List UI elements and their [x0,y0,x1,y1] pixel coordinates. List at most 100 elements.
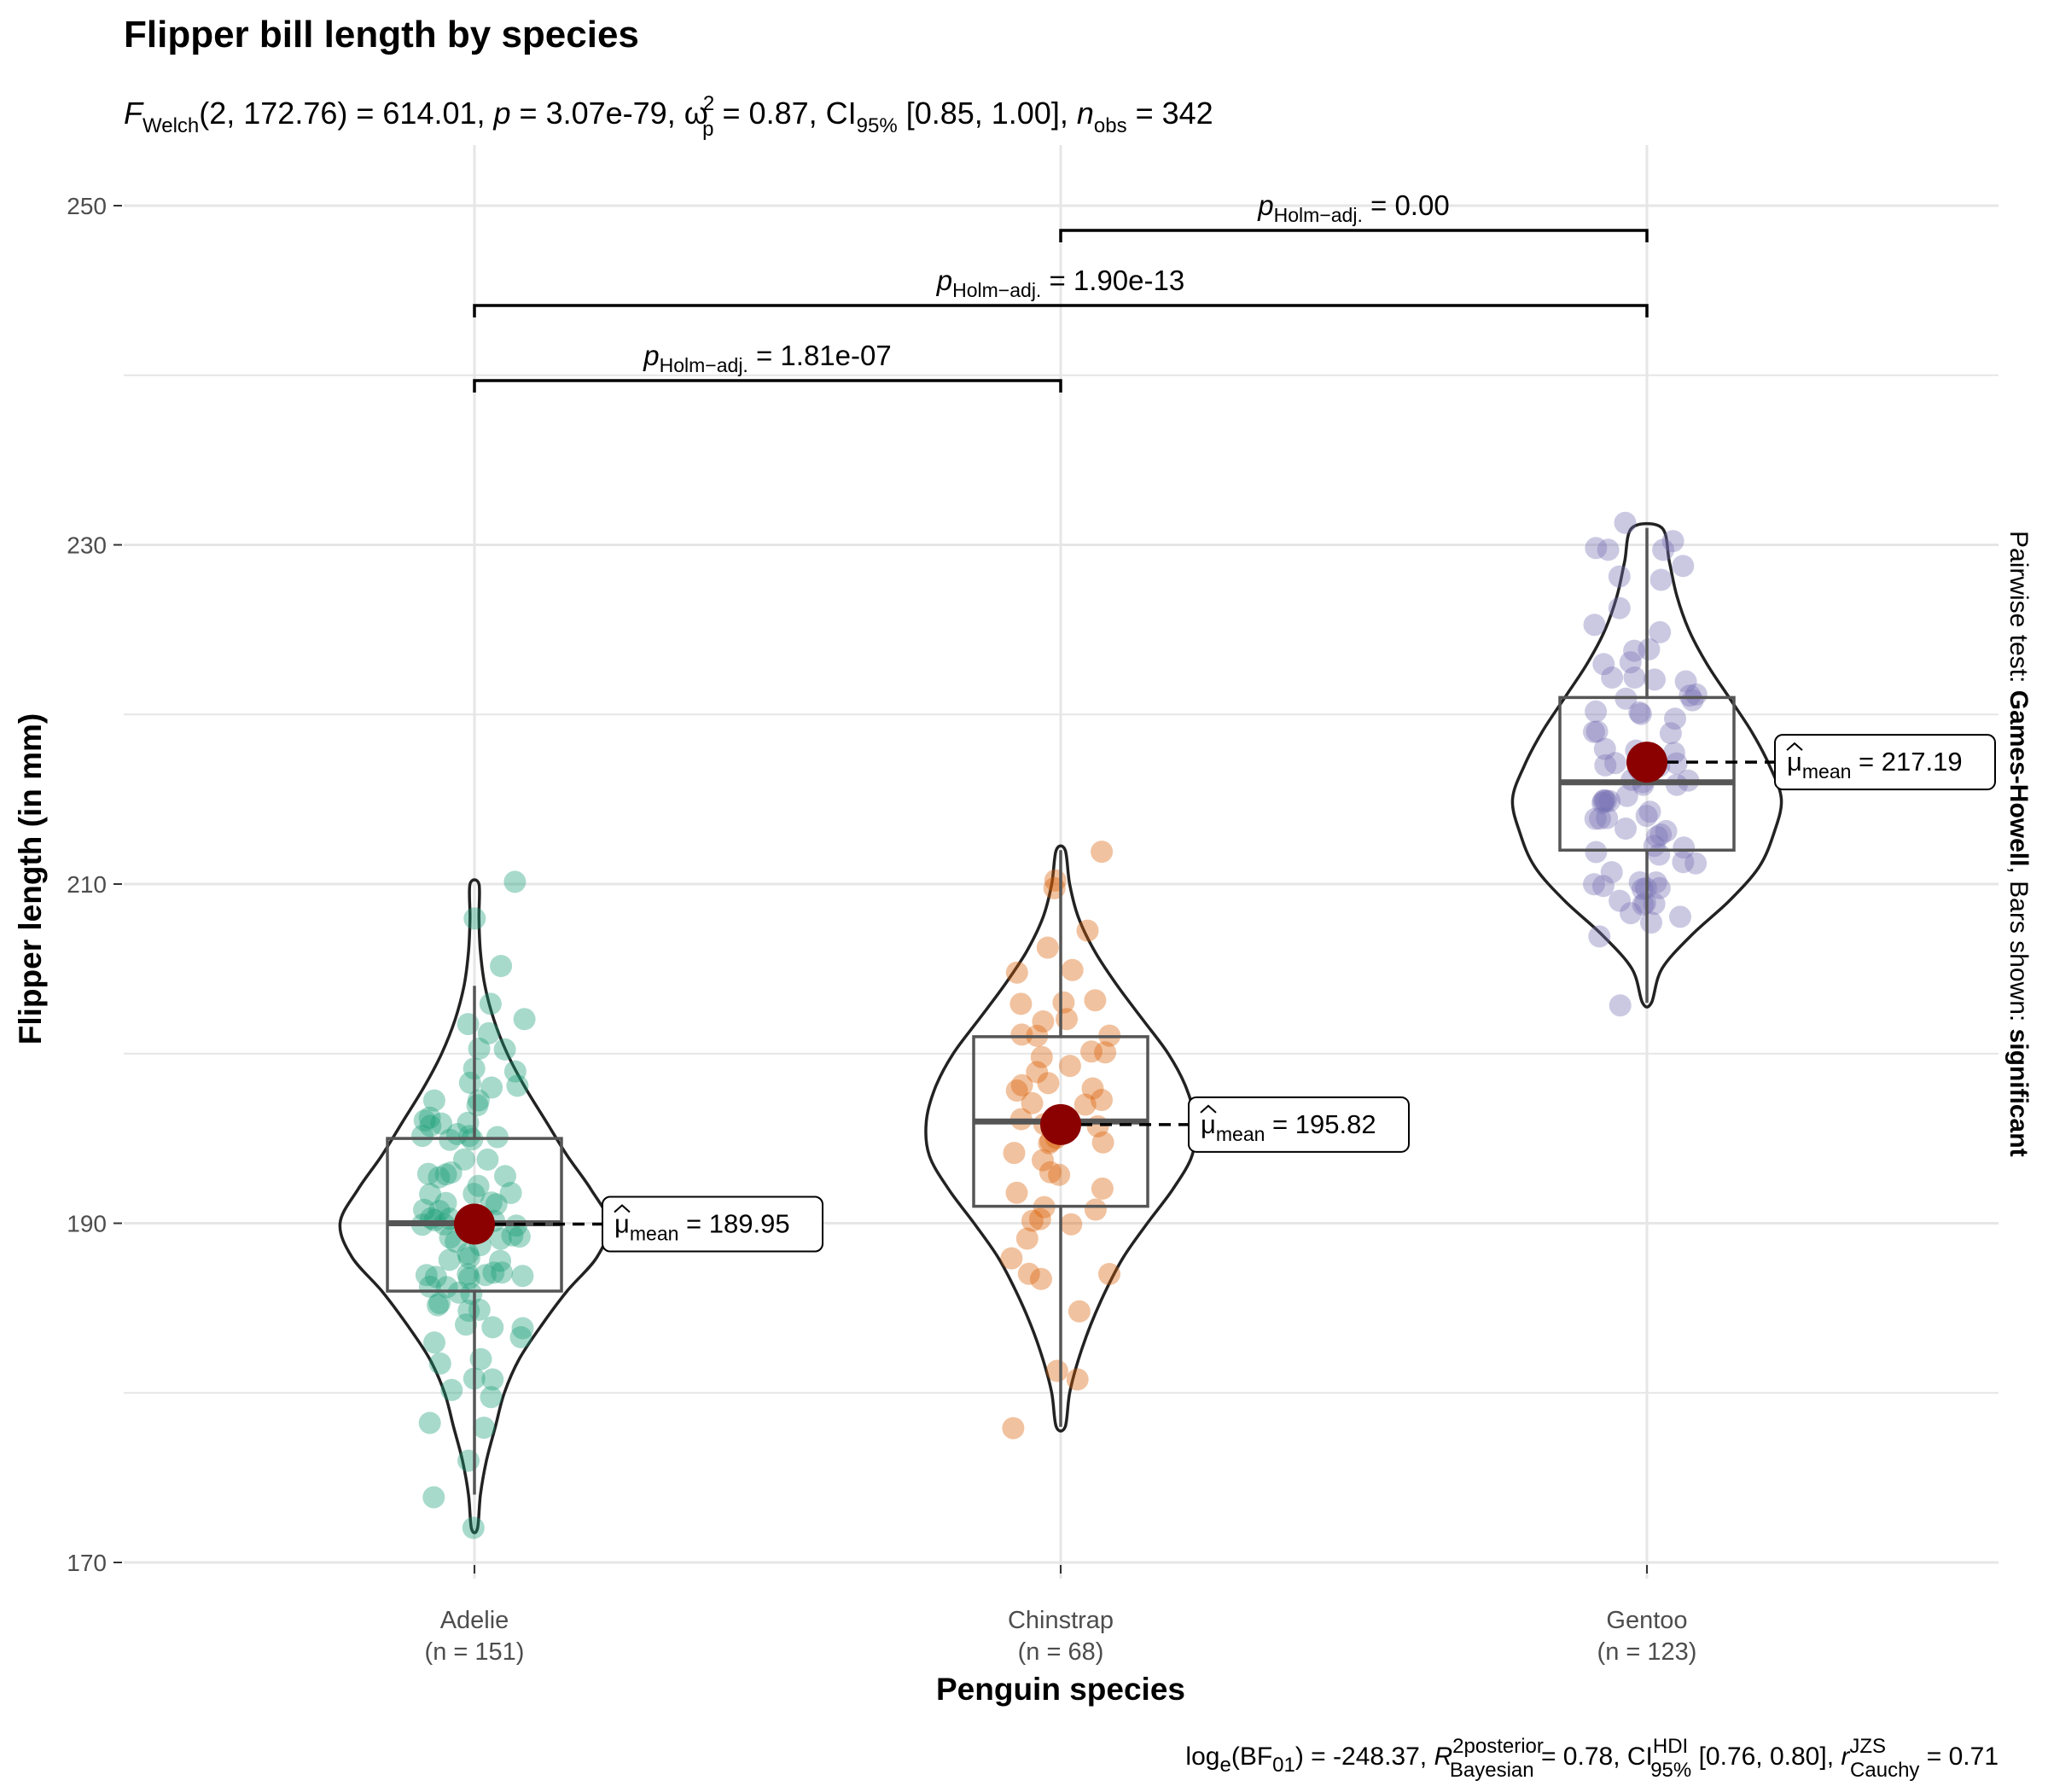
data-point-chinstrap [1076,919,1099,942]
data-point-gentoo [1644,668,1666,691]
data-point-gentoo [1633,892,1656,915]
data-point-gentoo [1593,788,1616,812]
mean-dot-chinstrap [1040,1103,1081,1145]
data-point-chinstrap [1084,1198,1107,1221]
data-point-chinstrap [1005,1079,1028,1102]
mean-label-box [1188,1096,1410,1153]
data-point-adelie [463,1183,486,1206]
data-point-adelie [435,1276,458,1299]
mean-markers: μmean = 189.95 μmean = 195.82 μmean = 217.… [454,734,1996,1253]
data-point-gentoo [1672,851,1695,874]
data-point-gentoo [1604,752,1626,775]
y-tick-label: 210 [67,871,107,898]
data-point-adelie [447,1281,470,1304]
data-point-adelie [479,992,502,1015]
data-point-gentoo [1597,538,1620,561]
data-point-gentoo [1594,753,1617,777]
data-point-gentoo [1614,511,1637,534]
data-point-chinstrap [1030,1045,1053,1068]
data-point-adelie [477,1021,500,1044]
mean-label: μmean = 217.19 [1787,747,1963,783]
box-gentoo [1558,695,1736,852]
data-point-gentoo [1620,902,1642,925]
data-point-adelie [508,1225,531,1248]
data-point-adelie [481,1316,504,1339]
data-point-chinstrap [1066,1368,1089,1391]
data-point-gentoo [1681,689,1704,712]
data-point-adelie [457,1267,480,1289]
mean-label-box [602,1196,823,1253]
data-point-adelie [427,1294,449,1317]
data-point-chinstrap [1091,841,1114,864]
data-point-gentoo [1684,683,1708,706]
hat-mark [614,1204,631,1213]
x-axis-title: Penguin species [936,1672,1185,1707]
data-point-gentoo [1584,807,1607,830]
data-point-chinstrap [1073,1093,1097,1116]
box-adelie [386,1137,563,1293]
data-point-gentoo [1638,800,1661,823]
data-point-adelie [462,1516,485,1539]
data-point-adelie [460,1283,483,1306]
x-tick-label: Adelie [440,1607,509,1634]
data-point-chinstrap [1043,876,1066,899]
data-point-adelie [428,1292,451,1315]
data-point-gentoo [1674,670,1697,693]
x-tick-count: (n = 68) [1018,1638,1104,1666]
mean-label: μmean = 195.82 [1201,1109,1376,1145]
data-point-adelie [440,1378,463,1401]
bracket-p-label: pHolm−adj. = 0.00 [1257,189,1449,226]
data-point-adelie [423,1331,445,1354]
bayesian-caption: loge(BF01) = -248.37, R2posterior Bayesia… [1185,1735,1999,1782]
data-point-gentoo [1644,871,1667,894]
data-point-chinstrap [1009,992,1033,1015]
data-point-gentoo [1615,817,1637,840]
data-point-gentoo [1643,893,1666,916]
data-point-adelie [419,1183,442,1206]
data-point-adelie [503,1060,527,1083]
data-point-adelie [428,1200,451,1223]
data-point-gentoo [1609,889,1632,912]
bracket [1059,229,1649,242]
data-point-gentoo [1589,807,1611,830]
data-point-gentoo [1592,653,1615,676]
data-point-gentoo [1591,875,1615,898]
x-tick-count: (n = 123) [1597,1638,1697,1666]
data-point-chinstrap [1005,1181,1028,1204]
data-point-gentoo [1632,893,1655,916]
data-point-chinstrap [1052,991,1075,1014]
data-point-adelie [481,1368,504,1391]
y-tick-label: 190 [67,1211,107,1237]
data-point-gentoo [1648,876,1671,899]
x-axis-ticks: Adelie (n = 151) Chinstrap (n = 68) Gentoo (n… [425,1565,1697,1666]
data-point-chinstrap [1039,1161,1062,1184]
data-point-chinstrap [1015,1227,1039,1250]
mean-label-box [1774,734,1996,791]
data-point-chinstrap [1091,1089,1113,1111]
data-point-gentoo [1661,530,1684,553]
bracket-p-label: pHolm−adj. = 1.81e-07 [643,340,891,376]
data-point-gentoo [1628,701,1651,724]
data-point-gentoo [1649,568,1673,591]
data-point-adelie [457,1263,480,1286]
data-point-adelie [489,1249,512,1272]
data-point-adelie [501,1224,524,1247]
mean-label: μmean = 189.95 [614,1208,790,1244]
data-point-gentoo [1585,537,1608,560]
data-point-gentoo [1645,825,1668,848]
y-tick-label: 170 [67,1550,107,1576]
data-point-chinstrap [1060,1213,1083,1236]
data-points [410,511,1708,1539]
violin-chinstrap [924,844,1197,1433]
data-point-gentoo [1585,841,1608,864]
data-point-chinstrap [1030,1267,1052,1290]
data-point-gentoo [1655,819,1678,842]
data-point-chinstrap [1091,1177,1114,1200]
data-point-adelie [485,1193,508,1216]
data-point-gentoo [1600,861,1623,884]
data-point-gentoo [1619,651,1642,674]
data-point-chinstrap [1036,936,1059,959]
violins [338,521,1783,1534]
data-point-adelie [434,1163,457,1186]
data-point-adelie [411,1125,433,1148]
